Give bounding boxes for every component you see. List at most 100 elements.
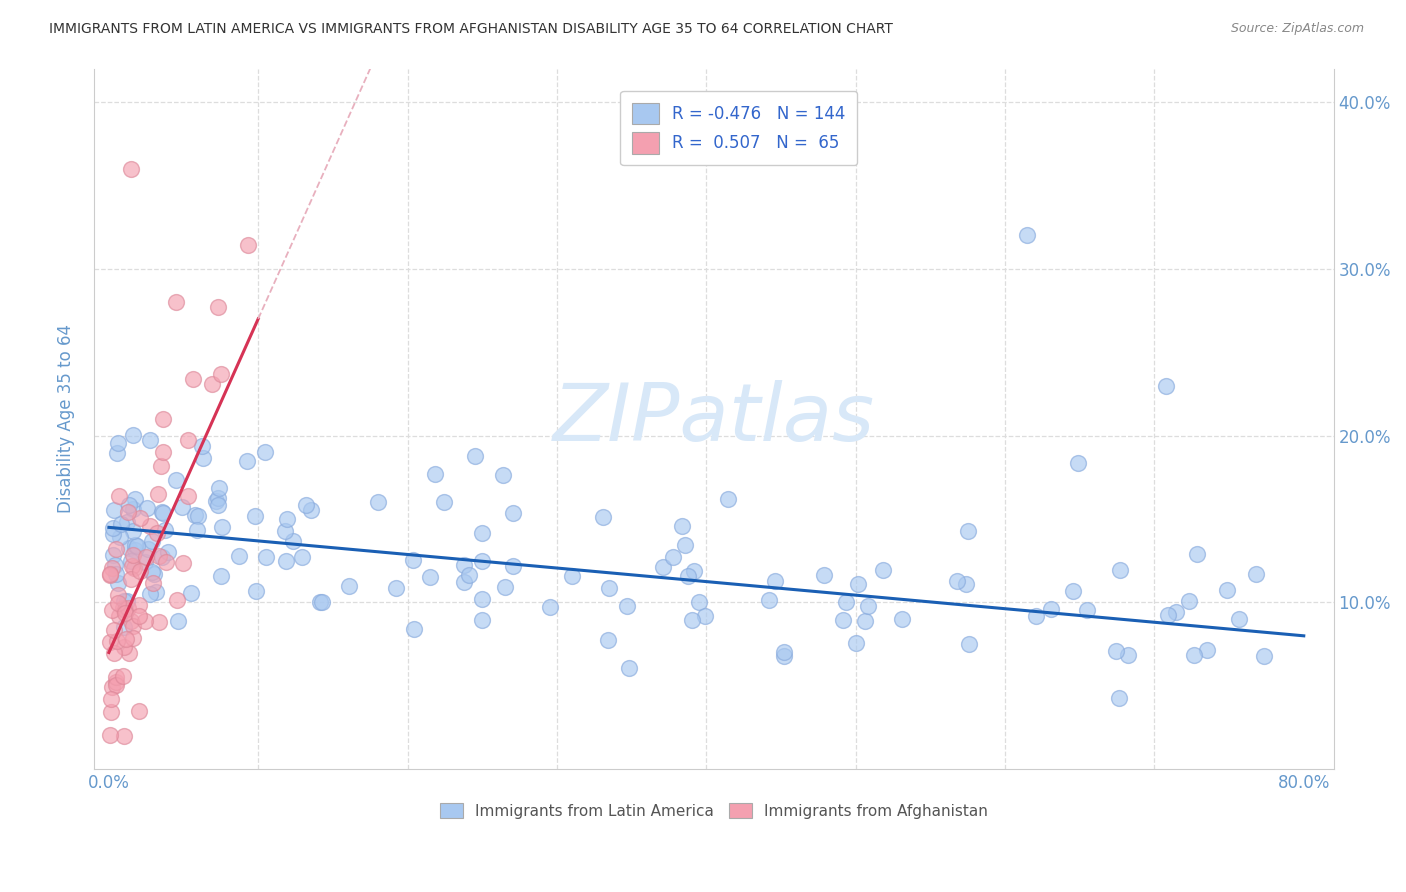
Point bbox=[120, 161, 142, 176]
Point bbox=[117, 505, 139, 519]
Point bbox=[101, 603, 124, 617]
Point bbox=[134, 555, 156, 569]
Point bbox=[136, 542, 159, 557]
Point bbox=[208, 481, 231, 495]
Point bbox=[111, 669, 134, 683]
Point bbox=[107, 596, 129, 610]
Point bbox=[758, 593, 780, 607]
Point bbox=[471, 554, 494, 568]
Point bbox=[128, 564, 150, 578]
Point bbox=[1062, 584, 1084, 599]
Point bbox=[107, 588, 129, 602]
Point bbox=[115, 593, 138, 607]
Point bbox=[170, 500, 193, 515]
Point bbox=[120, 554, 142, 568]
Y-axis label: Disability Age 35 to 64: Disability Age 35 to 64 bbox=[58, 325, 75, 514]
Point bbox=[1108, 691, 1130, 706]
Point bbox=[235, 454, 257, 468]
Point bbox=[108, 608, 131, 623]
Point bbox=[142, 576, 165, 591]
Point bbox=[471, 526, 494, 541]
Text: ZIPatlas: ZIPatlas bbox=[553, 380, 875, 458]
Point bbox=[98, 728, 121, 742]
Point bbox=[308, 595, 330, 609]
Point bbox=[124, 492, 146, 507]
Point bbox=[180, 585, 202, 599]
Point bbox=[402, 553, 425, 567]
Point bbox=[228, 549, 250, 564]
Point bbox=[676, 569, 699, 583]
Point bbox=[165, 295, 187, 310]
Point bbox=[598, 582, 620, 596]
Point bbox=[1253, 648, 1275, 663]
Point bbox=[128, 704, 150, 718]
Point bbox=[1216, 583, 1239, 598]
Point bbox=[121, 548, 143, 562]
Point bbox=[276, 512, 298, 526]
Point bbox=[104, 674, 127, 689]
Point bbox=[105, 446, 128, 460]
Point bbox=[453, 558, 475, 572]
Point bbox=[120, 615, 142, 629]
Point bbox=[191, 438, 214, 452]
Point bbox=[274, 553, 297, 567]
Point bbox=[1227, 612, 1250, 626]
Point bbox=[502, 559, 524, 574]
Point bbox=[146, 526, 169, 541]
Point bbox=[101, 560, 124, 574]
Point bbox=[1118, 648, 1140, 662]
Point bbox=[121, 501, 143, 516]
Point bbox=[112, 619, 135, 633]
Point bbox=[299, 503, 322, 517]
Point bbox=[103, 558, 125, 572]
Point bbox=[1017, 228, 1039, 243]
Point bbox=[100, 705, 122, 719]
Point bbox=[561, 568, 583, 582]
Point bbox=[112, 729, 135, 743]
Point bbox=[1154, 378, 1177, 392]
Point bbox=[127, 539, 149, 553]
Point bbox=[98, 568, 121, 582]
Point bbox=[114, 632, 136, 646]
Point bbox=[193, 451, 215, 466]
Point bbox=[453, 575, 475, 590]
Point bbox=[150, 550, 173, 565]
Text: Source: ZipAtlas.com: Source: ZipAtlas.com bbox=[1230, 22, 1364, 36]
Point bbox=[128, 598, 150, 612]
Point bbox=[145, 585, 167, 599]
Point bbox=[245, 584, 267, 599]
Point bbox=[957, 524, 980, 538]
Point bbox=[124, 538, 146, 552]
Point bbox=[118, 646, 141, 660]
Point bbox=[1197, 642, 1219, 657]
Point bbox=[177, 489, 200, 503]
Point bbox=[1067, 456, 1090, 470]
Point bbox=[1178, 593, 1201, 607]
Point bbox=[592, 510, 614, 524]
Point bbox=[114, 603, 136, 617]
Point bbox=[254, 549, 277, 564]
Point bbox=[773, 645, 796, 659]
Point bbox=[492, 467, 515, 482]
Point bbox=[384, 581, 406, 595]
Point bbox=[122, 631, 145, 645]
Point bbox=[112, 640, 135, 655]
Point bbox=[172, 556, 194, 570]
Point bbox=[858, 599, 880, 613]
Point bbox=[457, 567, 479, 582]
Point bbox=[1108, 563, 1130, 577]
Text: IMMIGRANTS FROM LATIN AMERICA VS IMMIGRANTS FROM AFGHANISTAN DISABILITY AGE 35 T: IMMIGRANTS FROM LATIN AMERICA VS IMMIGRA… bbox=[49, 22, 893, 37]
Point bbox=[831, 613, 853, 627]
Point bbox=[150, 458, 173, 473]
Point bbox=[141, 565, 163, 579]
Point bbox=[891, 612, 914, 626]
Point bbox=[695, 608, 717, 623]
Point bbox=[152, 507, 174, 521]
Point bbox=[281, 533, 304, 548]
Point bbox=[122, 561, 145, 575]
Point bbox=[419, 569, 441, 583]
Point bbox=[117, 601, 139, 615]
Point bbox=[107, 576, 129, 591]
Point bbox=[167, 614, 190, 628]
Point bbox=[813, 568, 835, 582]
